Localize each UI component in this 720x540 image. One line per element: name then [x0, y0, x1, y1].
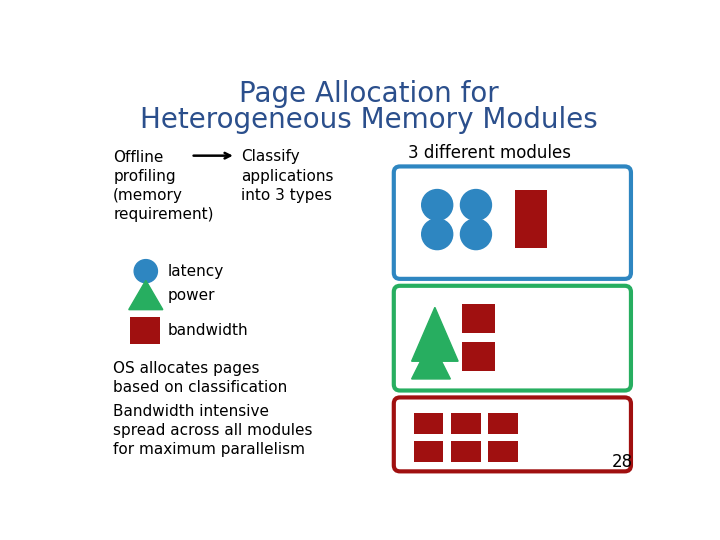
FancyBboxPatch shape [414, 441, 444, 462]
Text: Offline
profiling
(memory
requirement): Offline profiling (memory requirement) [113, 150, 214, 222]
Polygon shape [129, 280, 163, 309]
Text: latency: latency [168, 264, 224, 279]
Polygon shape [412, 340, 451, 379]
FancyBboxPatch shape [462, 342, 495, 372]
FancyBboxPatch shape [394, 166, 631, 279]
FancyBboxPatch shape [414, 413, 444, 434]
FancyBboxPatch shape [488, 441, 518, 462]
Text: 3 different modules: 3 different modules [408, 144, 571, 163]
Text: Heterogeneous Memory Modules: Heterogeneous Memory Modules [140, 106, 598, 134]
Ellipse shape [134, 260, 158, 283]
FancyBboxPatch shape [394, 286, 631, 390]
Text: Page Allocation for: Page Allocation for [239, 80, 499, 108]
Text: power: power [168, 288, 215, 303]
Text: Classify
applications
into 3 types: Classify applications into 3 types [241, 150, 333, 203]
FancyBboxPatch shape [515, 219, 547, 248]
FancyBboxPatch shape [451, 441, 481, 462]
FancyBboxPatch shape [515, 190, 547, 219]
FancyBboxPatch shape [488, 413, 518, 434]
Ellipse shape [422, 190, 453, 220]
Ellipse shape [461, 190, 492, 220]
FancyBboxPatch shape [130, 318, 160, 343]
Polygon shape [412, 307, 458, 361]
Ellipse shape [461, 219, 492, 249]
Text: Bandwidth intensive
spread across all modules
for maximum parallelism: Bandwidth intensive spread across all mo… [113, 403, 312, 457]
FancyBboxPatch shape [394, 397, 631, 471]
Ellipse shape [422, 219, 453, 249]
Text: bandwidth: bandwidth [168, 323, 248, 338]
FancyBboxPatch shape [451, 413, 481, 434]
FancyBboxPatch shape [462, 303, 495, 333]
Text: 28: 28 [611, 454, 632, 471]
Text: OS allocates pages
based on classification: OS allocates pages based on classificati… [113, 361, 287, 395]
